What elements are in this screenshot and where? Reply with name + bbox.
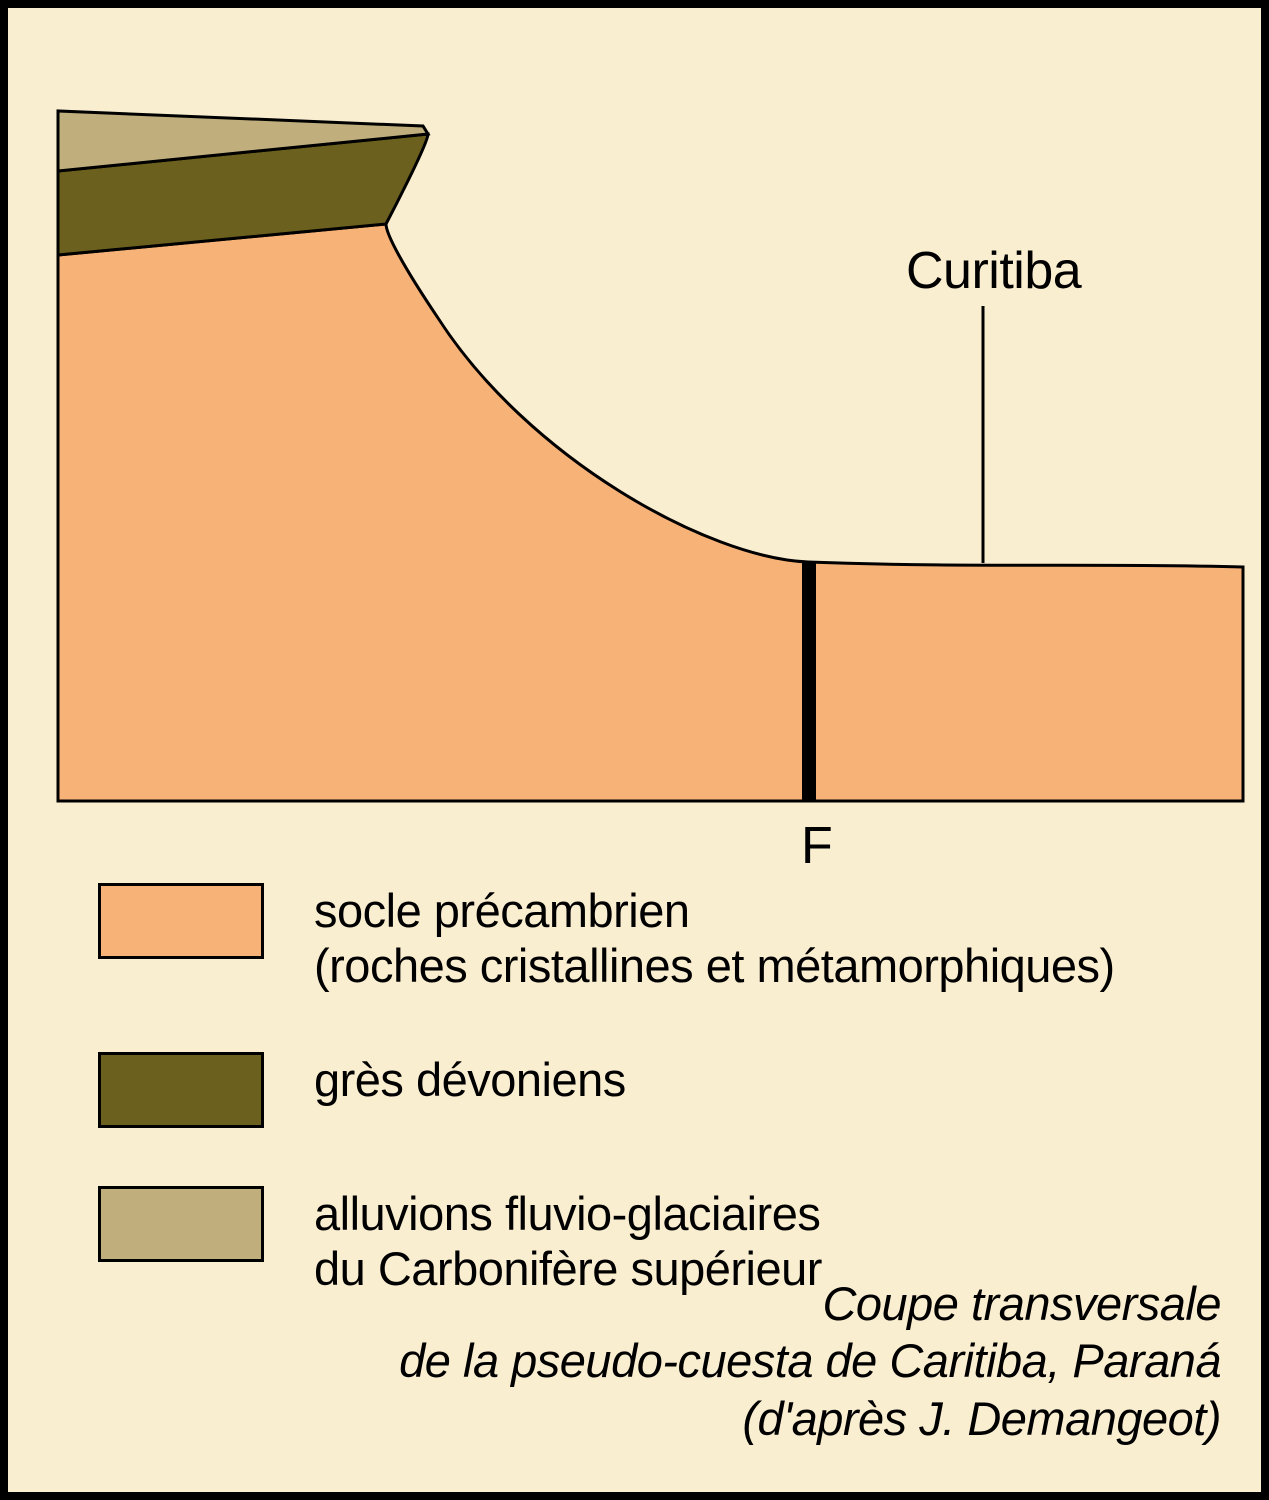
legend-swatch-carboniferous	[98, 1186, 264, 1262]
caption-line: (d'après J. Demangeot)	[399, 1390, 1221, 1447]
legend-line: (roches cristallines et métamorphiques)	[314, 939, 1115, 992]
diagram-frame: Curitiba F socle précambrien (roches cri…	[0, 0, 1269, 1500]
caption-line: Coupe transversale	[399, 1275, 1221, 1332]
caption-line: de la pseudo-cuesta de Caritiba, Paraná	[399, 1332, 1221, 1389]
legend-text-devonian: grès dévoniens	[314, 1052, 626, 1107]
legend-swatch-devonian	[98, 1052, 264, 1128]
legend-text-precambrian: socle précambrien (roches cristallines e…	[314, 883, 1115, 994]
legend-line: alluvions fluvio-glaciaires	[314, 1187, 820, 1240]
legend-item-devonian: grès dévoniens	[98, 1052, 1148, 1128]
figure-caption: Coupe transversale de la pseudo-cuesta d…	[399, 1275, 1221, 1447]
legend-swatch-precambrian	[98, 883, 264, 959]
annotation-fault-label: F	[801, 816, 833, 876]
legend-item-precambrian: socle précambrien (roches cristallines e…	[98, 883, 1148, 994]
legend-line: grès dévoniens	[314, 1053, 626, 1106]
annotation-curitiba: Curitiba	[906, 241, 1081, 301]
legend-line: socle précambrien	[314, 884, 690, 937]
